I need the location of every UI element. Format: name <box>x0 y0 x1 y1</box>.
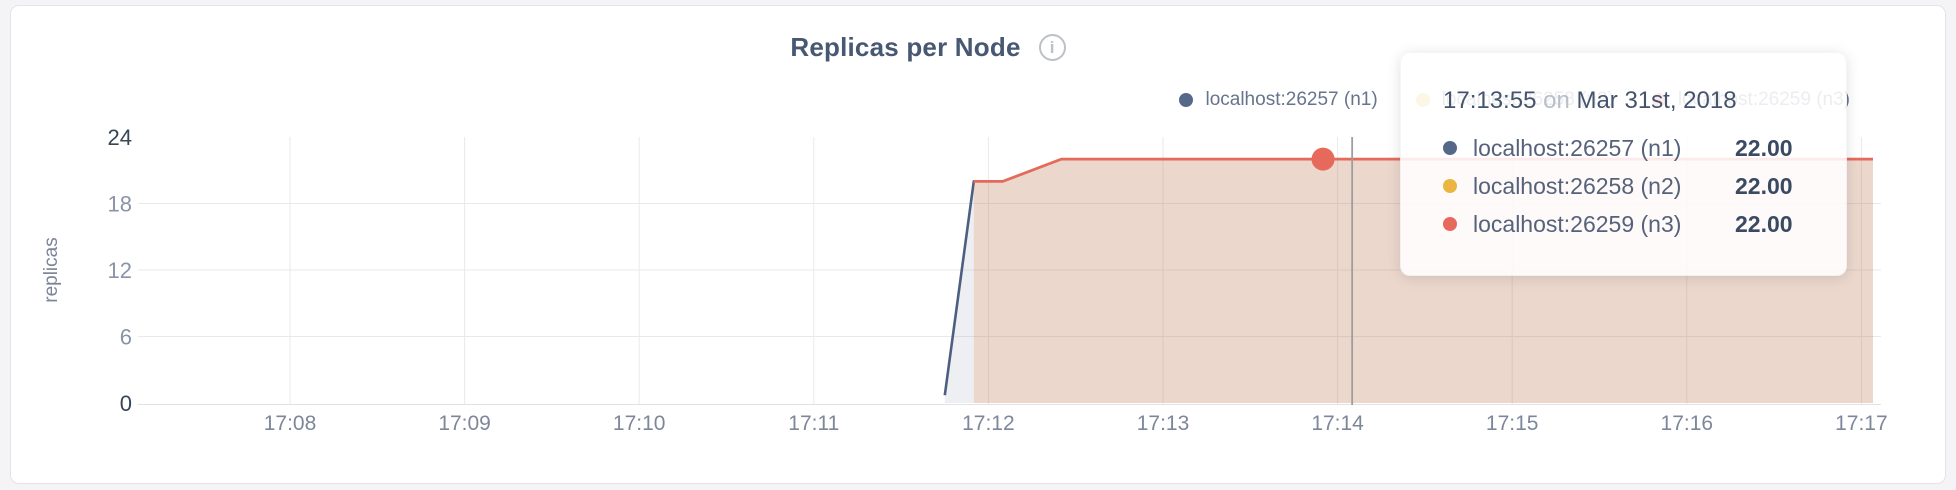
tooltip-row-n3: localhost:26259 (n3) 22.00 <box>1443 205 1816 243</box>
x-tick-label: 17:08 <box>264 412 317 435</box>
x-tick-label: 17:15 <box>1486 412 1539 435</box>
hover-point <box>1311 147 1335 171</box>
series-dot-icon <box>1443 179 1457 193</box>
tooltip-series-value: 22.00 <box>1735 172 1793 199</box>
tooltip-date: Mar 31st, 2018 <box>1576 87 1737 114</box>
hover-tooltip: 17:13:55 on Mar 31st, 2018 localhost:262… <box>1400 52 1847 276</box>
chart-header: Replicas per Node i <box>0 28 1856 66</box>
x-tick-label: 17:09 <box>438 412 491 435</box>
x-tick-label: 17:12 <box>962 412 1015 435</box>
x-tick-label: 17:11 <box>788 412 839 435</box>
x-tick-label: 17:13 <box>1137 412 1190 435</box>
tooltip-series-name: localhost:26257 (n1) <box>1473 134 1682 161</box>
tooltip-time: 17:13:55 <box>1443 87 1537 114</box>
y-tick-label: 18 <box>108 192 132 217</box>
tooltip-series-name: localhost:26258 (n2) <box>1473 172 1682 199</box>
y-tick-label: 6 <box>120 325 132 350</box>
tooltip-row-n2: localhost:26258 (n2) 22.00 <box>1443 167 1816 205</box>
y-tick-label: 12 <box>108 258 132 283</box>
legend-item-label: localhost:26257 (n1) <box>1205 89 1378 110</box>
y-tick-label: 24 <box>108 125 132 150</box>
tooltip-series-value: 22.00 <box>1735 210 1793 237</box>
tooltip-series-value: 22.00 <box>1735 134 1793 161</box>
tooltip-conjunction: on <box>1543 87 1570 114</box>
chart-title: Replicas per Node <box>790 31 1021 62</box>
x-tick-label: 17:16 <box>1661 412 1714 435</box>
y-axis-title: replicas <box>41 237 62 302</box>
tooltip-series-name: localhost:26259 (n3) <box>1473 210 1682 237</box>
y-tick-label: 0 <box>120 391 132 416</box>
x-tick-label: 17:14 <box>1311 412 1364 435</box>
x-tick-label: 17:17 <box>1835 412 1888 435</box>
x-tick-label: 17:10 <box>613 412 666 435</box>
series-dot-icon <box>1443 217 1457 231</box>
legend-dot-icon <box>1179 93 1194 107</box>
tooltip-row-n1: localhost:26257 (n1) 22.00 <box>1443 129 1816 167</box>
legend-item-n1[interactable]: localhost:26257 (n1) <box>1179 89 1378 111</box>
info-icon[interactable]: i <box>1038 33 1066 61</box>
series-dot-icon <box>1443 141 1457 155</box>
tooltip-header: 17:13:55 on Mar 31st, 2018 <box>1443 87 1816 115</box>
